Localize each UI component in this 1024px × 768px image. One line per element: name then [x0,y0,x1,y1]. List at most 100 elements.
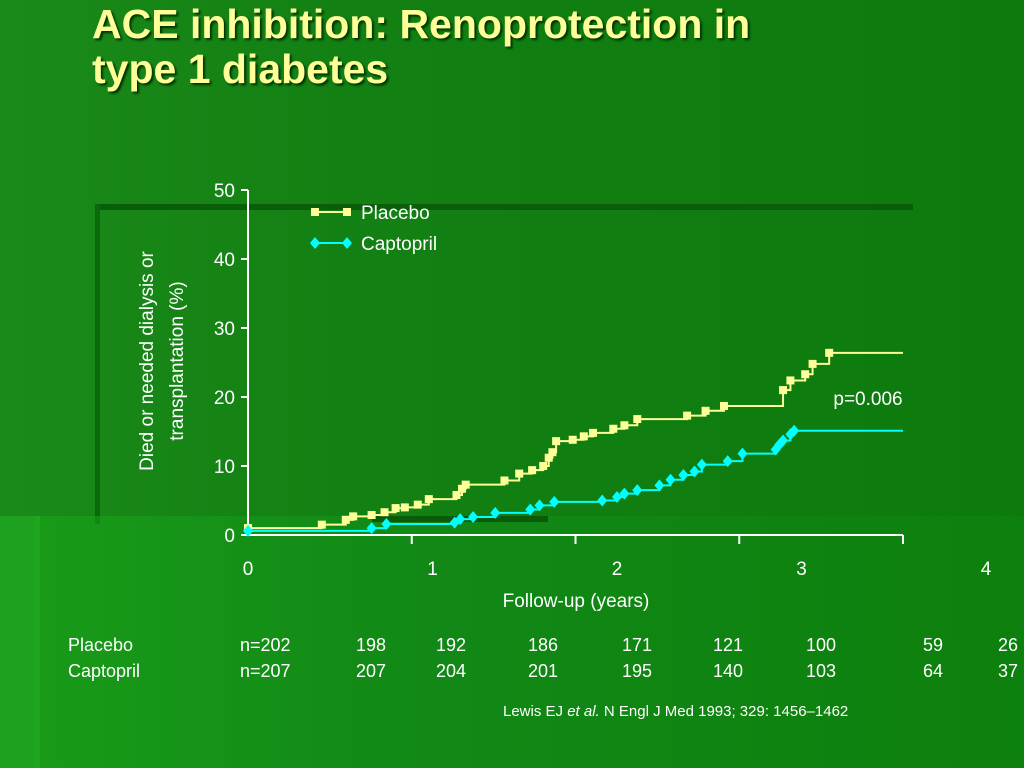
data-point [808,359,817,368]
risk-row-label: Placebo [68,635,134,655]
data-point [589,428,598,437]
data-point [548,448,557,457]
risk-cell: 103 [806,661,837,681]
data-point [609,424,618,433]
data-point [678,468,689,481]
data-point [720,401,729,410]
citation-authors: Lewis EJ [503,703,568,720]
data-point [380,508,389,517]
data-point [349,512,358,521]
risk-row-captopril: Captopril n=207 207 204 201 195 140 103 … [68,658,1024,684]
risk-cell: 186 [528,635,559,655]
risk-row-label: Captopril [68,661,141,681]
legend-label: Placebo [361,203,430,224]
data-point [468,511,479,524]
data-point [689,465,700,478]
data-point [789,424,800,437]
series-captopril [243,424,903,537]
axes: 0 10 20 30 40 50 0 1 2 3 4 [214,181,992,580]
data-point [786,376,795,385]
x-tick-label: 3 [796,559,807,580]
risk-cell: n=202 [240,635,291,655]
data-point [452,490,461,499]
risk-cell: 59 [923,635,944,655]
data-point [424,495,433,504]
data-point [579,432,588,441]
y-tick-label: 10 [214,457,235,478]
data-point [391,504,400,513]
data-point [633,415,642,424]
data-point [778,434,789,447]
data-point [367,510,376,519]
data-point [400,503,409,512]
data-point [317,520,326,529]
y-tick-label: 20 [214,388,235,409]
risk-cell: 100 [806,635,837,655]
risk-cell: n=207 [240,661,291,681]
legend-marker [343,208,351,216]
background-panel-upper-side [95,204,100,524]
data-point [455,513,466,526]
background-panel-lower [35,516,1024,768]
risk-cell: 37 [998,661,1019,681]
risk-cell: 204 [436,661,467,681]
data-point [381,517,392,530]
title-line-2: type 1 diabetes [92,46,389,92]
data-point [544,453,553,462]
data-point [696,458,707,471]
data-point [737,447,748,460]
legend-item-placebo: Placebo [311,203,430,224]
data-point [515,469,524,478]
risk-cell: 198 [356,635,387,655]
data-point [525,503,536,516]
citation-etal: et al. [567,703,600,720]
x-tick-label: 0 [243,559,254,580]
citation-journal: N Engl J Med 1993; 329: 1456–1462 [599,703,849,720]
data-point [549,495,560,508]
y-tick-label: 30 [214,319,235,340]
data-point [801,370,810,379]
data-point [461,480,470,489]
risk-cell: 121 [713,635,744,655]
data-point [500,476,509,485]
y-tick-label: 0 [224,526,235,547]
data-point [528,466,537,475]
risk-cell: 64 [923,661,944,681]
data-point [654,479,665,492]
risk-cell: 201 [528,661,559,681]
x-tick-label: 1 [427,559,438,580]
data-point [458,484,467,493]
data-point [597,494,608,507]
data-point [619,487,630,500]
risk-cell: 26 [998,635,1019,655]
data-point [366,522,377,535]
data-point [490,506,501,519]
series-layer [243,348,903,537]
p-value-annotation: p=0.006 [833,389,902,410]
data-point [620,421,629,430]
data-point [779,386,788,395]
risk-cell: 195 [622,661,653,681]
data-point [825,348,834,357]
series-placebo [244,348,903,533]
data-point [722,455,733,468]
slide-title: ACE inhibition: Renoprotection in type 1… [92,2,992,92]
background-panel-left-edge [0,516,40,768]
y-axis-title: Died or needed dialysis or [137,250,158,470]
risk-cell: 207 [356,661,387,681]
y-tick-label: 50 [214,181,235,202]
x-tick-label: 4 [981,559,992,580]
y-tick-label: 40 [214,250,235,271]
legend-marker [311,208,319,216]
data-point [665,473,676,486]
data-point [701,406,710,415]
risk-cell: 192 [436,635,467,655]
citation: Lewis EJ et al. N Engl J Med 1993; 329: … [503,703,848,720]
data-point [568,435,577,444]
risk-cell: 171 [622,635,653,655]
data-point [632,484,643,497]
data-point [539,462,548,470]
background-panel-upper [95,204,913,210]
data-point [683,411,692,420]
legend-marker [310,237,320,249]
